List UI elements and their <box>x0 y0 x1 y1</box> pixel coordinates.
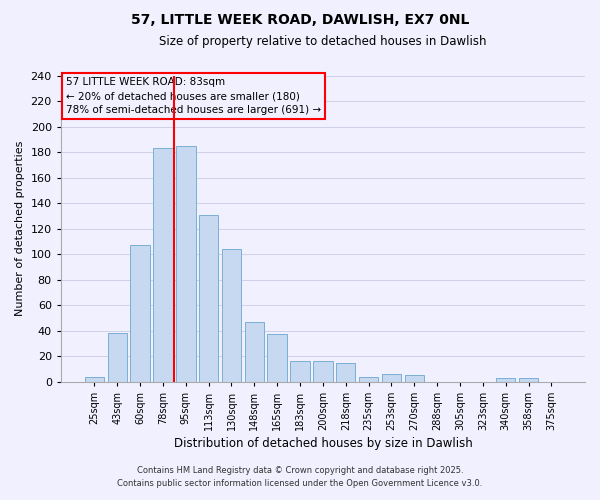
Bar <box>245 322 264 382</box>
Text: Contains HM Land Registry data © Crown copyright and database right 2025.
Contai: Contains HM Land Registry data © Crown c… <box>118 466 482 487</box>
Title: Size of property relative to detached houses in Dawlish: Size of property relative to detached ho… <box>159 35 487 48</box>
X-axis label: Distribution of detached houses by size in Dawlish: Distribution of detached houses by size … <box>173 437 472 450</box>
Bar <box>130 245 150 382</box>
Y-axis label: Number of detached properties: Number of detached properties <box>15 141 25 316</box>
Bar <box>107 333 127 382</box>
Text: 57, LITTLE WEEK ROAD, DAWLISH, EX7 0NL: 57, LITTLE WEEK ROAD, DAWLISH, EX7 0NL <box>131 12 469 26</box>
Bar <box>199 214 218 382</box>
Text: 57 LITTLE WEEK ROAD: 83sqm
← 20% of detached houses are smaller (180)
78% of sem: 57 LITTLE WEEK ROAD: 83sqm ← 20% of deta… <box>66 77 321 115</box>
Bar <box>404 376 424 382</box>
Bar <box>268 334 287 382</box>
Bar <box>290 361 310 382</box>
Bar <box>313 361 332 382</box>
Bar <box>336 362 355 382</box>
Bar <box>519 378 538 382</box>
Bar <box>153 148 173 382</box>
Bar <box>496 378 515 382</box>
Bar <box>382 374 401 382</box>
Bar <box>85 376 104 382</box>
Bar <box>359 376 379 382</box>
Bar <box>222 249 241 382</box>
Bar <box>176 146 196 382</box>
